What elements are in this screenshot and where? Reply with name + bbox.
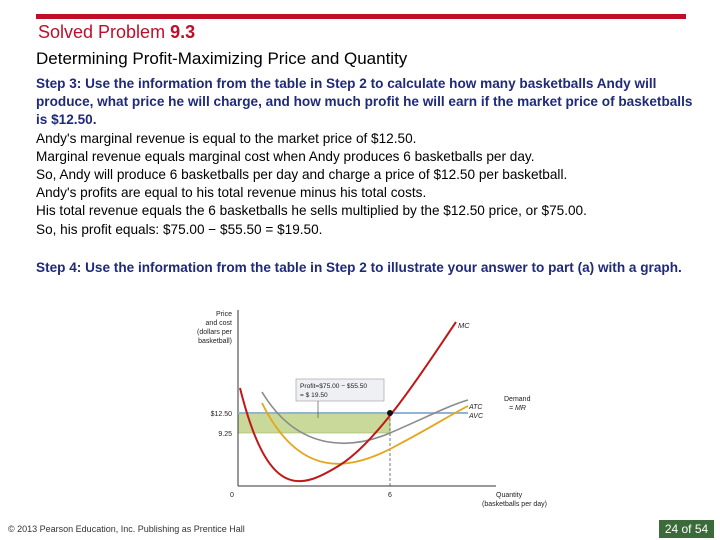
profit-area bbox=[237, 412, 391, 434]
title-number: 9.3 bbox=[170, 22, 196, 42]
profit-callout bbox=[295, 378, 385, 402]
step3-heading: Step 3: Use the information from the tab… bbox=[36, 76, 693, 128]
page-number-badge: 24 of 54 bbox=[659, 520, 714, 538]
origin-label: 0 bbox=[230, 492, 234, 499]
ylabel-line-1: Price bbox=[216, 311, 232, 318]
step3-line: Andy's marginal revenue is equal to the … bbox=[36, 130, 417, 146]
demand-label-1: Demand bbox=[504, 396, 531, 403]
atc-tick-label: 9.25 bbox=[218, 431, 232, 438]
atc-curve bbox=[261, 391, 469, 445]
step3-block: Step 3: Use the information from the tab… bbox=[36, 75, 696, 239]
price-tick-label: $12.50 bbox=[211, 411, 233, 418]
demand-label-2: = MR bbox=[509, 405, 526, 412]
title-prefix: Solved Problem bbox=[38, 22, 166, 42]
step4-block: Step 4: Use the information from the tab… bbox=[36, 258, 696, 277]
mc-curve bbox=[239, 321, 457, 483]
mc-label: MC bbox=[458, 321, 470, 330]
callout-line-2: = $ 19.50 bbox=[300, 392, 328, 399]
ylabel-line-4: basketball) bbox=[198, 338, 232, 345]
xlabel-line-1: Quantity bbox=[496, 492, 523, 499]
top-rule bbox=[36, 14, 686, 19]
copyright-text: © 2013 Pearson Education, Inc. Publishin… bbox=[8, 524, 245, 534]
ylabel-line-3: (dollars per bbox=[197, 329, 233, 336]
ylabel-line-2: and cost bbox=[206, 320, 233, 327]
atc-label: ATC bbox=[468, 404, 483, 411]
step4-heading: Step 4: Use the information from the tab… bbox=[36, 260, 682, 275]
q-tick-label: 6 bbox=[388, 492, 392, 499]
xlabel-line-2: (basketballs per day) bbox=[482, 501, 547, 508]
slide-subtitle: Determining Profit-Maximizing Price and … bbox=[36, 49, 408, 68]
avc-label: AVC bbox=[468, 413, 484, 420]
step3-line: Marginal revenue equals marginal cost wh… bbox=[36, 148, 535, 164]
slide-title: Solved Problem 9.3 bbox=[38, 22, 195, 43]
equilibrium-point bbox=[387, 410, 393, 416]
callout-line-1: Profit=$75.00 − $55.50 bbox=[300, 383, 367, 390]
step3-line: So, his profit equals: $75.00 − $55.50 =… bbox=[36, 221, 323, 237]
step3-line: Andy's profits are equal to his total re… bbox=[36, 185, 427, 201]
avc-curve bbox=[261, 402, 469, 465]
step3-line: His total revenue equals the 6 basketbal… bbox=[36, 203, 587, 219]
step3-line: So, Andy will produce 6 basketballs per … bbox=[36, 167, 568, 183]
